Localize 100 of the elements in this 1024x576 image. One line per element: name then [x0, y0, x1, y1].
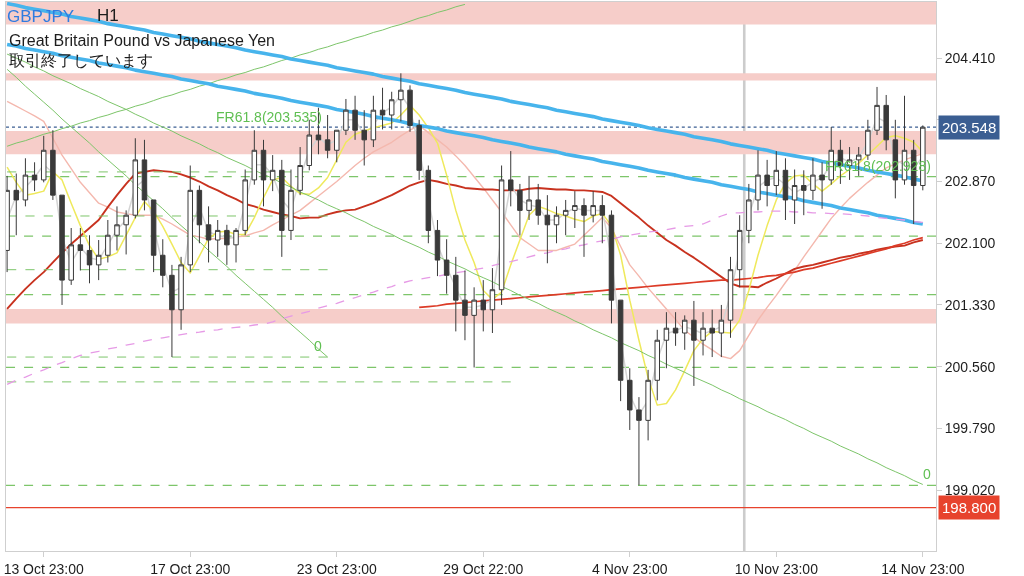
- candlestick: [489, 267, 496, 334]
- candlestick: [700, 311, 706, 356]
- candlestick: [508, 150, 514, 207]
- candlestick: [343, 98, 349, 136]
- candlestick: [718, 304, 725, 358]
- candlestick: [746, 183, 752, 244]
- candlestick: [590, 190, 596, 223]
- candlestick: [471, 286, 477, 368]
- candlestick: [636, 396, 642, 486]
- candlestick: [453, 256, 459, 332]
- candlestick: [324, 114, 331, 159]
- candlestick: [773, 150, 780, 196]
- x-tick-label: 14 Nov 23:00: [881, 560, 965, 576]
- candlestick: [297, 146, 303, 196]
- candlestick: [279, 159, 285, 258]
- candlestick: [288, 169, 294, 241]
- candlestick: [40, 135, 47, 183]
- candlestick: [416, 119, 422, 181]
- candlestick: [150, 199, 157, 273]
- ref-line-label: 198.800: [942, 499, 997, 516]
- candlestick: [544, 194, 551, 264]
- candlestick: [535, 183, 541, 226]
- candlestick: [196, 185, 203, 244]
- candlestick: [801, 169, 807, 216]
- candlestick: [627, 367, 633, 431]
- line-series: [418, 236, 924, 309]
- candlestick: [388, 91, 395, 130]
- annotation: H1: [97, 6, 119, 25]
- candlestick: [132, 137, 139, 219]
- candlestick: [178, 256, 184, 331]
- candlestick: [334, 129, 340, 163]
- candlestick: [205, 205, 212, 263]
- candlestick: [764, 159, 770, 207]
- candlestick: [269, 154, 276, 192]
- annotation: 0: [923, 466, 931, 482]
- candlestick: [13, 173, 19, 236]
- candlestick: [883, 94, 889, 151]
- candlestick: [599, 194, 606, 244]
- x-tick-label: 13 Oct 23:00: [3, 560, 85, 576]
- candlestick: [526, 175, 532, 221]
- candlestick: [379, 87, 386, 130]
- candlestick: [874, 86, 880, 136]
- candlestick: [407, 84, 413, 133]
- candlestick: [865, 119, 871, 161]
- candlestick: [361, 109, 367, 166]
- candlestick: [691, 300, 697, 387]
- x-tick-label: 29 Oct 22:00: [443, 560, 524, 576]
- candlestick: [681, 314, 688, 351]
- candlestick: [187, 165, 193, 273]
- candlestick: [654, 329, 660, 401]
- candlestick: [608, 209, 615, 324]
- candlestick: [791, 169, 798, 225]
- candlestick: [251, 129, 258, 186]
- candlestick: [260, 139, 267, 207]
- y-tick-label: 202.870: [944, 173, 996, 190]
- y-tick-label: 199.020: [944, 481, 996, 498]
- candlestick: [572, 190, 578, 229]
- annotation: 0: [314, 338, 322, 354]
- candlestick: [398, 72, 404, 122]
- candlestick: [480, 279, 487, 332]
- candlestick: [95, 239, 102, 281]
- candlestick: [581, 197, 587, 258]
- candlestick: [617, 299, 624, 402]
- candlestick: [810, 157, 816, 201]
- candlestick: [425, 165, 432, 244]
- chart-title: GBPJPY: [7, 6, 75, 26]
- candlestick: [645, 369, 651, 441]
- candlestick: [141, 139, 148, 211]
- candlestick: [6, 175, 10, 273]
- candlestick: [214, 219, 221, 258]
- y-tick-label: 201.330: [944, 296, 996, 313]
- candlestick: [498, 165, 505, 306]
- candlestick: [114, 205, 120, 251]
- y-tick-label: 202.100: [944, 235, 996, 252]
- candlestick: [77, 227, 84, 271]
- y-tick-label: 199.790: [944, 420, 996, 437]
- candlestick: [50, 129, 56, 201]
- candlestick: [59, 194, 65, 306]
- candlestick: [370, 95, 377, 148]
- candlestick: [123, 209, 129, 255]
- candlestick: [224, 224, 230, 266]
- candlestick: [709, 309, 715, 358]
- candlestick: [672, 311, 679, 347]
- candlestick: [443, 238, 450, 295]
- candlestick: [233, 227, 239, 263]
- candlestick: [819, 161, 825, 210]
- candlestick: [434, 219, 441, 277]
- candlestick: [517, 183, 523, 236]
- candlestick: [462, 269, 468, 341]
- x-tick-label: 23 Oct 23:00: [296, 560, 378, 576]
- candlestick: [86, 234, 93, 284]
- x-tick-label: 10 Nov 23:00: [734, 560, 819, 576]
- candlestick: [352, 95, 358, 141]
- x-tick-label: 17 Oct 23:00: [150, 560, 231, 576]
- x-tick-label: 4 Nov 23:00: [592, 560, 668, 576]
- candlestick: [22, 157, 29, 207]
- candlestick: [169, 264, 175, 358]
- candlestick: [105, 219, 111, 263]
- candlestick: [562, 199, 569, 236]
- candlestick: [755, 149, 761, 211]
